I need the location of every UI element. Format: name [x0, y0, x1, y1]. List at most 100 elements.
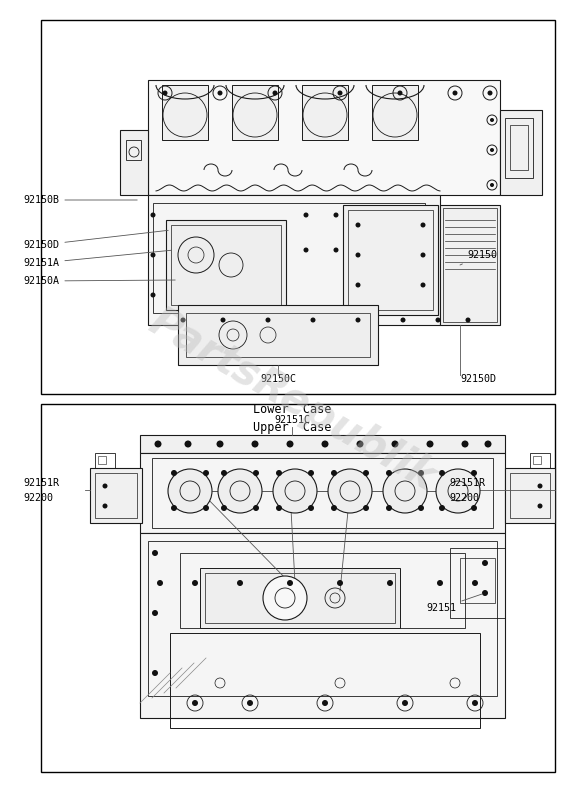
Text: 92151R: 92151R [450, 478, 486, 488]
Text: 92150A: 92150A [23, 276, 175, 286]
Circle shape [439, 470, 445, 476]
Circle shape [171, 470, 177, 476]
Bar [170, 633, 480, 728]
Bar [443, 208, 497, 322]
Text: 92151A: 92151A [23, 250, 171, 268]
Circle shape [418, 505, 424, 511]
Circle shape [471, 505, 477, 511]
Bar [95, 453, 115, 468]
Circle shape [192, 700, 198, 706]
Circle shape [356, 222, 360, 227]
Circle shape [420, 282, 426, 287]
Bar [505, 468, 555, 523]
Circle shape [453, 90, 457, 95]
Circle shape [439, 505, 445, 511]
Circle shape [420, 222, 426, 227]
Circle shape [308, 470, 314, 476]
Bar [530, 453, 550, 468]
Bar [232, 85, 278, 140]
Circle shape [308, 505, 314, 511]
Circle shape [185, 441, 192, 447]
Circle shape [356, 318, 360, 322]
Bar [372, 85, 418, 140]
Circle shape [217, 441, 224, 447]
Bar [450, 548, 505, 618]
Circle shape [152, 610, 158, 616]
Circle shape [383, 469, 427, 513]
Text: 92150B: 92150B [23, 195, 137, 205]
Circle shape [151, 293, 155, 298]
Circle shape [103, 483, 107, 489]
Text: 92200: 92200 [450, 493, 479, 503]
Circle shape [287, 441, 294, 447]
Bar [343, 205, 438, 315]
Circle shape [162, 90, 168, 95]
Circle shape [217, 90, 223, 95]
Circle shape [304, 213, 308, 218]
Bar [140, 533, 505, 718]
Bar [460, 558, 495, 603]
Bar [126, 140, 141, 160]
Bar [148, 195, 440, 325]
Bar [200, 568, 400, 628]
Circle shape [363, 470, 369, 476]
Text: 92151C: 92151C [274, 415, 310, 425]
Bar [500, 110, 542, 195]
Bar [90, 468, 142, 523]
Circle shape [273, 469, 317, 513]
Bar [148, 80, 500, 195]
Circle shape [328, 469, 372, 513]
Circle shape [426, 441, 433, 447]
Circle shape [461, 441, 468, 447]
Bar [505, 118, 533, 178]
Circle shape [331, 505, 337, 511]
Text: 92200: 92200 [23, 493, 53, 503]
Bar [533, 456, 541, 464]
Bar [171, 225, 281, 305]
Circle shape [356, 441, 363, 447]
Circle shape [311, 318, 315, 322]
Circle shape [391, 441, 398, 447]
Circle shape [171, 505, 177, 511]
Bar [120, 130, 148, 195]
Circle shape [333, 247, 339, 253]
Circle shape [221, 318, 225, 322]
Bar [302, 85, 348, 140]
Circle shape [356, 282, 360, 287]
Circle shape [253, 470, 259, 476]
Circle shape [472, 580, 478, 586]
Circle shape [472, 700, 478, 706]
Bar [180, 553, 465, 628]
Bar [41, 404, 555, 772]
Circle shape [482, 590, 488, 596]
Bar [148, 541, 497, 696]
Circle shape [237, 580, 243, 586]
Bar [162, 85, 208, 140]
Circle shape [203, 505, 209, 511]
Bar [98, 456, 106, 464]
Circle shape [436, 469, 480, 513]
Text: 92150C: 92150C [260, 374, 296, 384]
Circle shape [490, 118, 494, 122]
Circle shape [537, 503, 543, 509]
Circle shape [252, 441, 259, 447]
Circle shape [436, 318, 440, 322]
Text: 92151: 92151 [426, 594, 482, 613]
Circle shape [402, 700, 408, 706]
Text: 92150: 92150 [460, 250, 497, 265]
Circle shape [331, 470, 337, 476]
Circle shape [333, 213, 339, 218]
Circle shape [263, 576, 307, 620]
Text: Lower  Case: Lower Case [253, 403, 331, 416]
Circle shape [103, 503, 107, 509]
Circle shape [387, 580, 393, 586]
Circle shape [203, 470, 209, 476]
Circle shape [276, 505, 282, 511]
Bar [186, 313, 370, 357]
Circle shape [398, 90, 402, 95]
Text: PartsRepublik: PartsRepublik [141, 301, 443, 499]
Circle shape [168, 469, 212, 513]
Text: Upper  Case: Upper Case [253, 421, 331, 434]
Circle shape [151, 213, 155, 218]
Circle shape [485, 441, 492, 447]
